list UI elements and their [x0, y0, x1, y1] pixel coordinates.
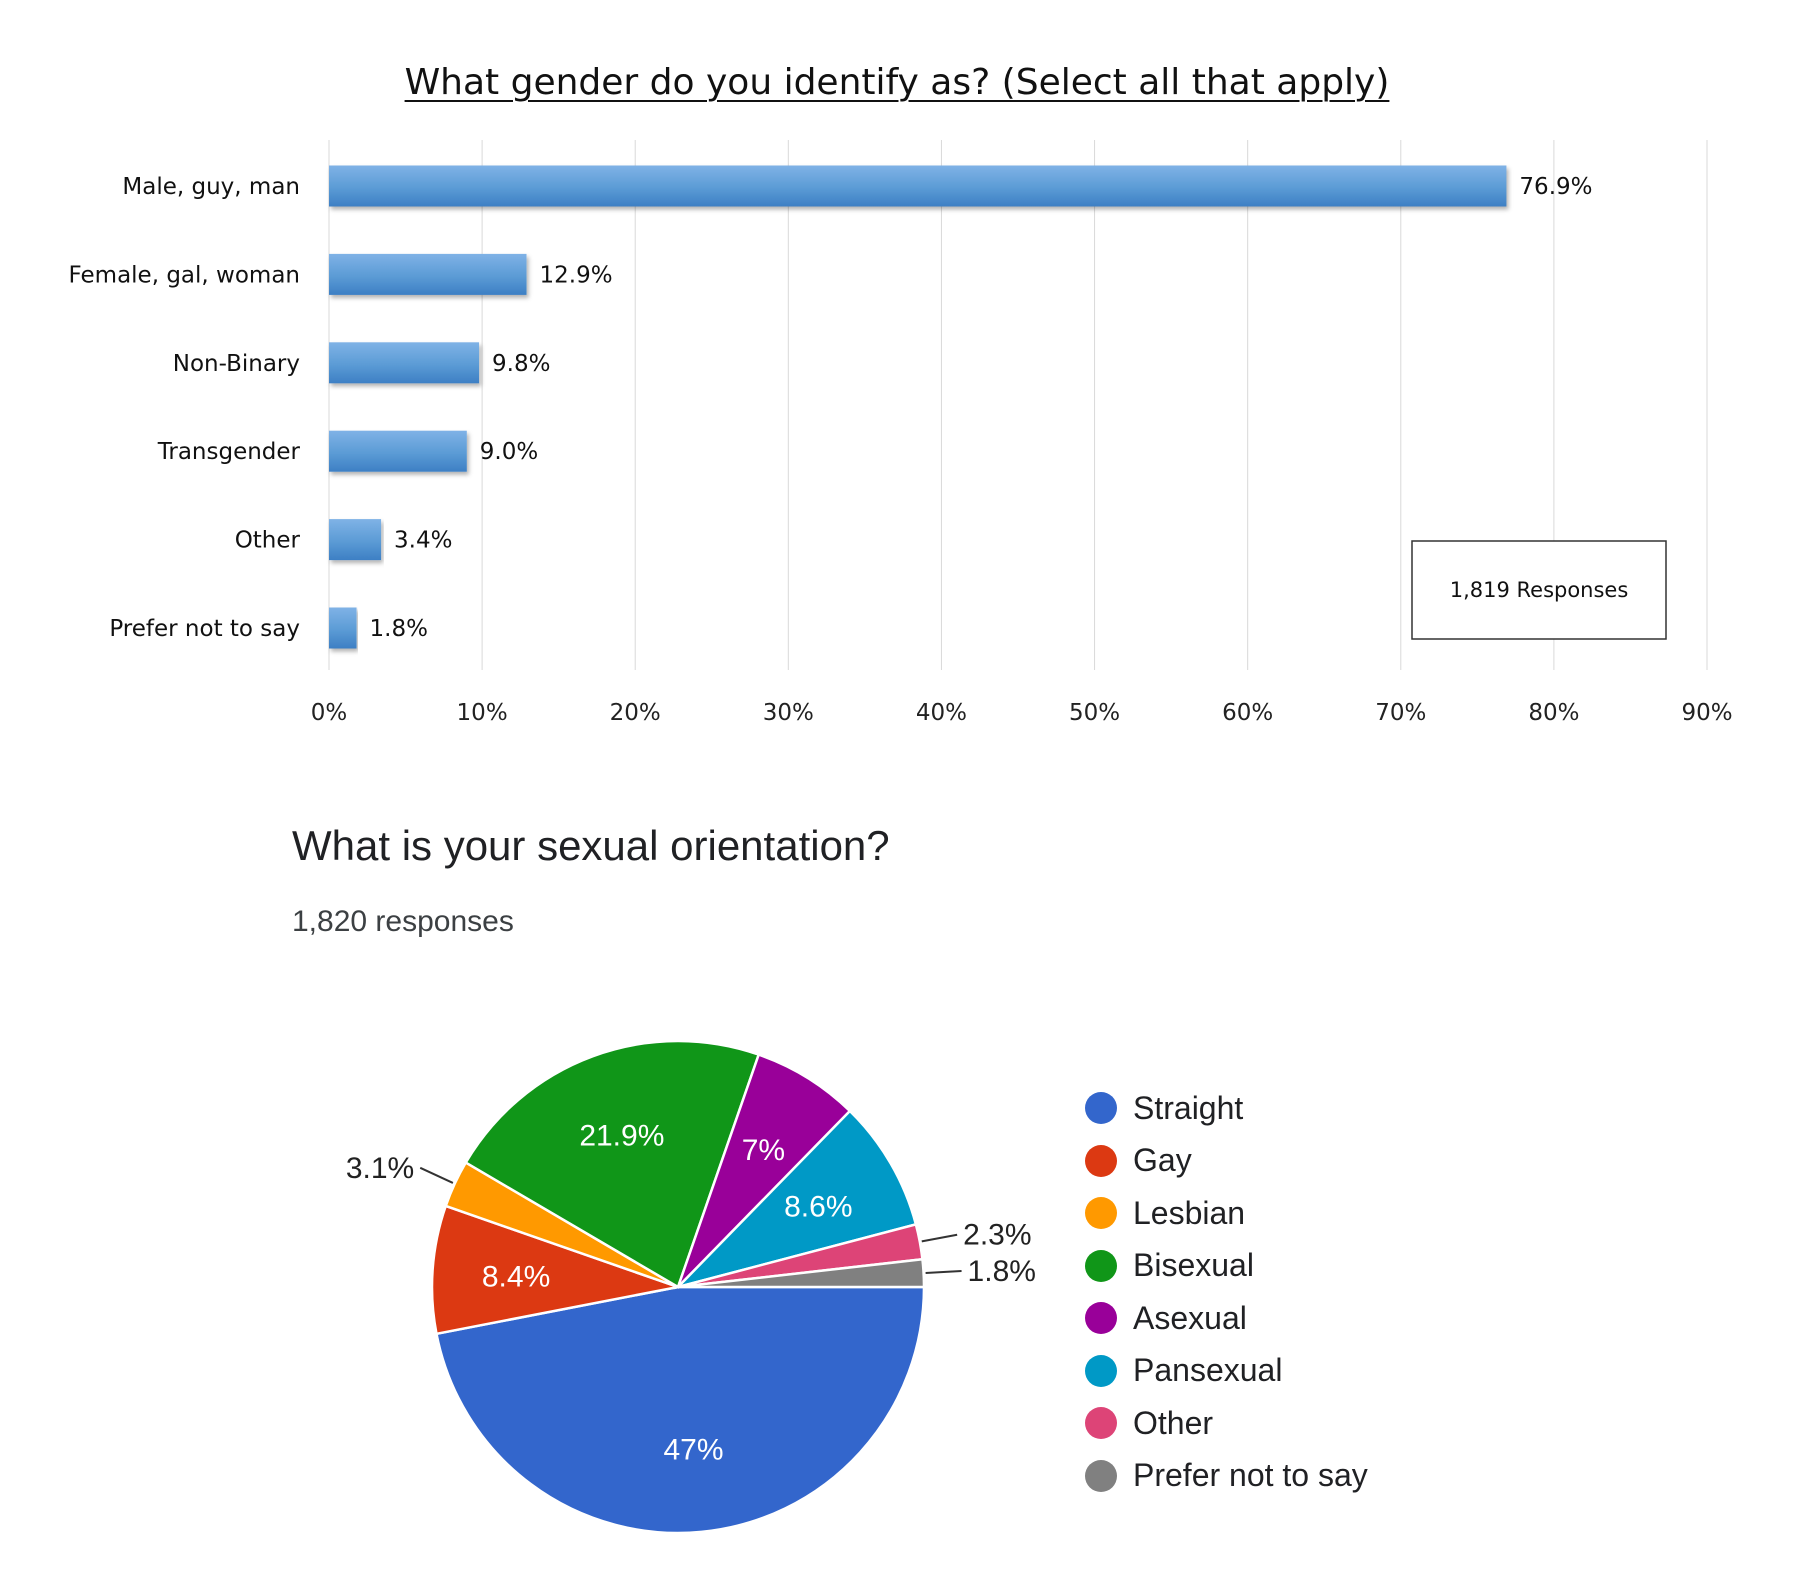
pie-legend: Straight Gay Lesbian Bisexual Asexual Pansexu… — [1085, 1082, 1368, 1502]
legend-label: Prefer not to say — [1133, 1457, 1368, 1494]
x-tick-label: 90% — [1681, 700, 1732, 726]
legend-swatch — [1085, 1407, 1117, 1440]
legend-label: Pansexual — [1133, 1352, 1283, 1389]
pie-leader-line — [419, 1166, 454, 1184]
legend-swatch — [1085, 1249, 1117, 1282]
pie-slice-asexual — [676, 1053, 852, 1288]
bar-value-label: 9.0% — [480, 439, 538, 465]
legend-swatch — [1085, 1197, 1117, 1230]
responses-box — [1411, 540, 1667, 640]
category-label: Female, gal, woman — [69, 262, 300, 288]
legend-item: Other — [1085, 1397, 1368, 1450]
x-tick-label: 50% — [1069, 700, 1120, 726]
legend-swatch — [1085, 1092, 1117, 1125]
legend-item: Asexual — [1085, 1292, 1368, 1345]
pie-slice-bisexual — [464, 1039, 761, 1289]
legend-label: Other — [1133, 1404, 1214, 1441]
x-tick-label: 0% — [311, 700, 348, 726]
bar-value-label: 1.8% — [370, 616, 428, 642]
legend-item: Straight — [1085, 1082, 1368, 1135]
bar-value-label: 12.9% — [540, 262, 613, 288]
legend-swatch — [1085, 1354, 1117, 1387]
pie-slice-prefer-not-to-say — [677, 1257, 926, 1289]
legend-item: Bisexual — [1085, 1240, 1368, 1293]
bar — [329, 519, 382, 561]
pie-slice-label: 47% — [663, 1434, 723, 1467]
bar-chart-title: What gender do you identify as? (Select … — [404, 62, 1390, 103]
bar-value-label: 3.4% — [394, 528, 452, 554]
legend-label: Lesbian — [1133, 1194, 1246, 1231]
x-tick-label: 10% — [457, 700, 508, 726]
pie-slice-gay — [430, 1204, 683, 1336]
pie-slice-label: 21.9% — [579, 1120, 664, 1153]
category-label: Prefer not to say — [109, 616, 300, 642]
bar — [329, 607, 357, 649]
category-label: Other — [235, 528, 301, 554]
pie-leader-line — [921, 1233, 958, 1243]
category-label: Male, guy, man — [122, 174, 300, 200]
pie-slice-straight — [435, 1285, 926, 1535]
legend-label: Bisexual — [1133, 1247, 1254, 1284]
bar-chart: 0% 10% 20% 30% 40% 50% 60% 70% 80% 90% Male, guy, … — [69, 140, 1733, 726]
legend-item: Pansexual — [1085, 1345, 1368, 1398]
pie-slice-other — [677, 1222, 924, 1289]
pie-chart-subtitle: 1,820 responses — [292, 905, 514, 938]
bar — [329, 165, 1507, 207]
bar-value-label: 9.8% — [492, 351, 550, 377]
x-tick-label: 40% — [916, 700, 967, 726]
pie-slice-lesbian — [444, 1160, 679, 1289]
responses-count: 1,819 Responses — [1450, 578, 1629, 602]
pie-slice-label: 1.8% — [968, 1255, 1036, 1288]
legend-item: Prefer not to say — [1085, 1450, 1368, 1503]
pie-slice-label: 3.1% — [346, 1152, 414, 1185]
legend-swatch — [1085, 1144, 1117, 1177]
bar-value-label: 76.9% — [1519, 174, 1592, 200]
bar — [329, 253, 527, 295]
legend-label: Gay — [1133, 1142, 1192, 1179]
pie-slice-pansexual — [673, 1109, 918, 1290]
bar — [329, 430, 467, 472]
legend-item: Lesbian — [1085, 1187, 1368, 1240]
legend-item: Gay — [1085, 1135, 1368, 1188]
x-tick-label: 60% — [1222, 700, 1273, 726]
category-label: Transgender — [157, 439, 301, 465]
pie-leader-line — [925, 1269, 962, 1274]
legend-label: Asexual — [1133, 1299, 1247, 1336]
legend-swatch — [1085, 1459, 1117, 1492]
legend-label: Straight — [1133, 1089, 1244, 1126]
pie-slice-label: 2.3% — [963, 1219, 1031, 1252]
category-label: Non-Binary — [173, 351, 300, 377]
x-tick-label: 30% — [763, 700, 814, 726]
x-tick-label: 70% — [1375, 700, 1426, 726]
x-tick-label: 20% — [610, 700, 661, 726]
pie-slice-label: 8.6% — [784, 1190, 852, 1223]
bar — [329, 342, 480, 384]
x-tick-label: 80% — [1528, 700, 1579, 726]
pie-slice-label: 7% — [742, 1134, 785, 1167]
pie-chart-title: What is your sexual orientation? — [292, 822, 890, 869]
legend-swatch — [1085, 1302, 1117, 1335]
pie-slice-label: 8.4% — [482, 1260, 550, 1293]
